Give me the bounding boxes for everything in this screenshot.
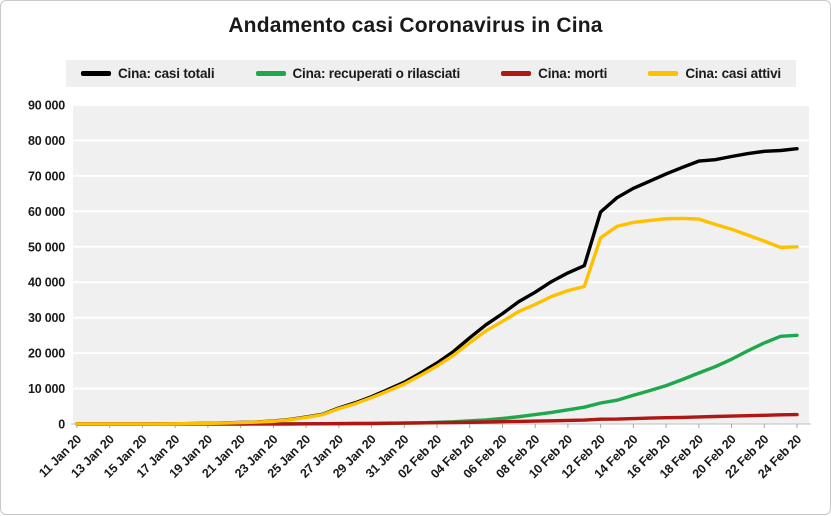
chart-svg: 0 10 000 20 000 30 000 40 000 50 000 60 000 70 …: [28, 99, 811, 481]
legend-label: Cina: casi attivi: [685, 66, 781, 81]
legend-label: Cina: morti: [538, 66, 608, 81]
series-line-cina-casi-attivi: [75, 216, 799, 426]
y-axis-tick-label: 60 000: [28, 205, 65, 219]
legend-item-casi-attivi[interactable]: Cina: casi attivi: [648, 66, 781, 81]
y-axis-tick-label: 10 000: [28, 382, 65, 396]
y-axis-tick-label: 70 000: [28, 169, 65, 183]
legend-swatch-casi-attivi-icon: [648, 71, 679, 76]
legend-label: Cina: recuperati o rilasciati: [292, 66, 461, 81]
legend-item-morti[interactable]: Cina: morti: [501, 66, 607, 81]
y-axis-tick-label: 90 000: [28, 99, 65, 113]
legend-item-recuperati[interactable]: Cina: recuperati o rilasciati: [255, 66, 461, 81]
legend-item-casi-totali[interactable]: Cina: casi totali: [81, 66, 215, 81]
y-axis-tick-label: 30 000: [28, 311, 65, 325]
y-axis-tick-label: 40 000: [28, 276, 65, 290]
y-axis-tick-label: 20 000: [28, 347, 65, 361]
legend-swatch-morti-icon: [501, 71, 532, 76]
y-axis-tick-label: 80 000: [28, 134, 65, 148]
y-axis-tick-label: 50 000: [28, 240, 65, 254]
chart-title: Andamento casi Coronavirus in Cina: [228, 14, 603, 37]
chart-legend: Cina: casi totali Cina: recuperati o ril…: [66, 60, 796, 87]
legend-swatch-recuperati-icon: [255, 71, 286, 76]
legend-label: Cina: casi totali: [118, 66, 215, 81]
y-axis-tick-label: 0: [58, 418, 65, 432]
chart-plot-area: [73, 105, 809, 424]
legend-swatch-casi-totali-icon: [81, 71, 111, 76]
